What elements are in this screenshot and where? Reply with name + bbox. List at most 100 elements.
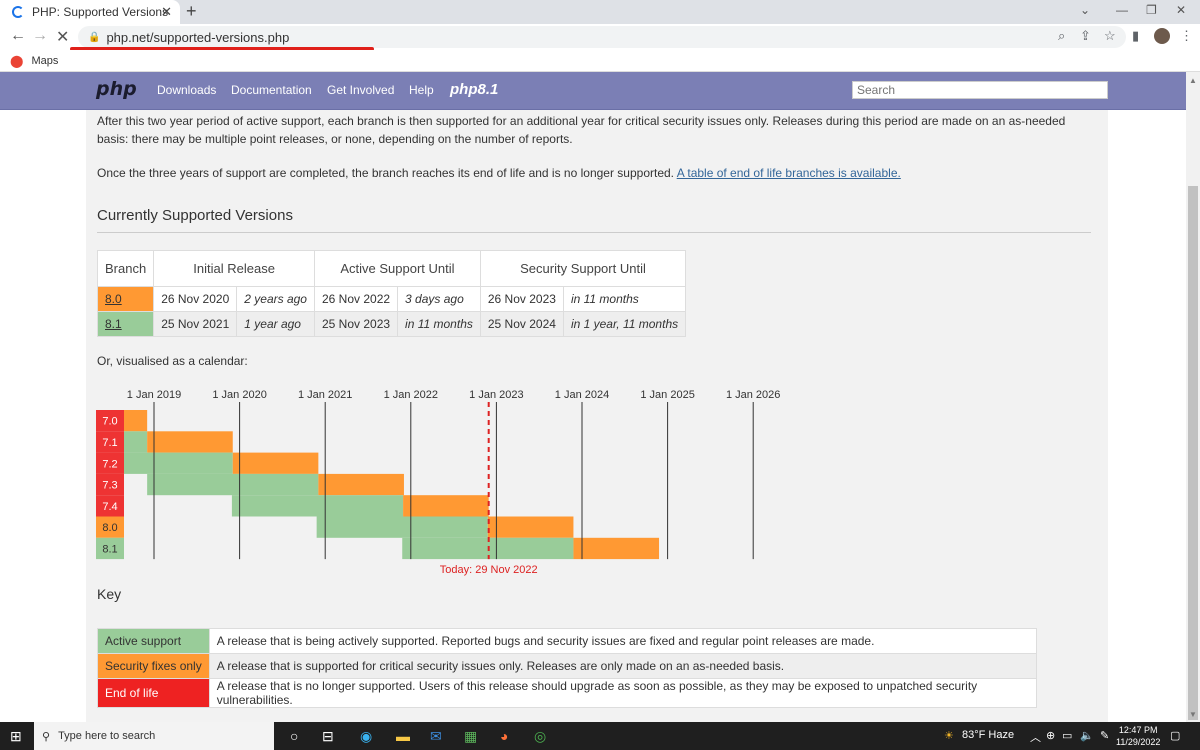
key-heading: Key [97,586,122,602]
key-description: A release that is being actively support… [208,628,1038,654]
col-initial-release: Initial Release [153,250,315,287]
taskbar-search-placeholder: Type here to search [58,730,156,742]
nav-help[interactable]: Help [409,83,434,97]
lock-icon: 🔒 [88,31,101,43]
year-label: 1 Jan 2026 [726,389,780,401]
scroll-up-icon[interactable]: ▲ [1189,76,1197,85]
branch-label: 7.2 [102,458,117,470]
scrollbar-thumb[interactable] [1188,186,1198,720]
widgets-icon[interactable]: ⊟ [322,728,334,744]
security-support-bar [232,452,319,474]
active-support-bar [124,452,233,474]
chrome-icon[interactable]: ◎ [534,728,547,744]
col-active-support: Active Support Until [313,250,481,287]
bookmark-star-icon[interactable]: ☆ [1104,28,1116,43]
nav-downloads[interactable]: Downloads [157,83,217,97]
security-support-bar [124,410,148,432]
url-text: php.net/supported-versions.php [106,29,290,45]
tray-app-icon[interactable]: ⊕ [1046,730,1056,742]
network-icon[interactable]: ▭ [1062,730,1073,742]
task-view-icon[interactable]: ○ [290,728,299,744]
branch-label-bg [96,495,124,517]
back-arrow-icon[interactable]: ← [10,27,26,44]
forward-arrow-icon[interactable]: → [32,27,48,44]
security-support-bar [403,495,489,517]
branch-label: 8.1 [102,543,117,555]
zoom-icon[interactable]: ⌕ [1058,28,1066,43]
initial-relative: 2 years ago [236,286,315,312]
branch-label-bg [96,410,124,432]
bookmark-maps[interactable]: Maps [31,54,59,67]
minimize-icon[interactable]: — [1116,3,1128,17]
volume-icon[interactable]: 🔈 [1080,730,1094,742]
nav-documentation[interactable]: Documentation [231,83,312,97]
share-icon[interactable]: ⇪ [1080,28,1091,43]
year-label: 1 Jan 2024 [555,389,609,401]
red-underline-annotation [70,47,374,51]
branch-label: 7.1 [102,437,117,449]
browser-tab[interactable]: PHP: Supported Versions ✕ [0,0,180,24]
heading-supported-versions: Currently Supported Versions [97,207,293,224]
search-icon: ⚲ [42,730,51,743]
branch-label-bg [96,516,124,538]
active-relative: in 11 months [397,311,481,337]
firefox-icon[interactable]: ◕ [500,728,509,744]
eol-table-link[interactable]: A table of end of life branches is avail… [676,166,901,180]
loading-spinner-icon [12,6,24,18]
initial-relative: 1 year ago [236,311,315,337]
security-support-bar [573,537,660,560]
year-label: 1 Jan 2023 [469,389,523,401]
clock-time: 12:47 PM [1118,725,1158,735]
store-icon[interactable]: ▦ [464,728,478,744]
url-bar[interactable]: 🔒 php.net/supported-versions.php [78,26,1126,48]
php-logo[interactable]: php [96,78,137,100]
paragraph-end-of-life: Once the three years of support are comp… [97,164,1097,182]
page-scrollbar[interactable]: ▲ ▼ [1186,72,1200,722]
search-input[interactable] [852,81,1108,99]
edge-icon[interactable]: ◉ [360,728,373,744]
security-support-bar [147,431,233,453]
tab-search-icon[interactable]: ⌄ [1080,3,1091,17]
security-date: 26 Nov 2023 [479,286,564,312]
maps-pin-icon: ⬤ [10,53,24,68]
year-label: 1 Jan 2020 [212,389,266,401]
active-support-bar [231,495,404,517]
file-explorer-icon[interactable]: ▬ [396,728,410,744]
active-support-bar [147,473,319,496]
menu-dots-icon[interactable]: ⋮ [1180,28,1193,43]
bookmarks-bar: ⬤ Maps [0,50,1200,72]
year-label: 1 Jan 2022 [384,389,438,401]
supported-versions-table: Branch Initial Release Active Support Un… [96,250,687,337]
new-tab-button[interactable]: + [186,1,197,21]
tab-close-icon[interactable]: ✕ [161,4,172,19]
taskbar-search[interactable]: ⚲ Type here to search [34,722,274,750]
branch-link[interactable]: 8.1 [96,311,155,337]
restore-icon[interactable]: ❐ [1146,3,1157,17]
close-window-icon[interactable]: ✕ [1176,3,1187,17]
system-clock[interactable]: 12:47 PM 11/29/2022 [1116,724,1160,748]
initial-date: 25 Nov 2021 [153,311,238,337]
tray-chevron-icon[interactable]: ︿ [1030,732,1041,744]
pen-icon[interactable]: ✎ [1100,730,1110,742]
heading-divider [97,232,1091,233]
active-support-bar [316,516,488,538]
stop-loading-icon[interactable]: ✕ [56,29,70,46]
branch-link[interactable]: 8.0 [96,286,155,312]
security-relative: in 1 year, 11 months [562,311,687,337]
mail-icon[interactable]: ✉ [430,728,442,744]
notifications-icon[interactable]: ▢ [1170,730,1181,742]
profile-avatar[interactable] [1154,28,1170,44]
side-panel-icon[interactable]: ▮ [1132,28,1140,43]
browser-tab-strip: PHP: Supported Versions ✕ + ⌄ — ❐ ✕ [0,0,1200,24]
php-navbar: php Downloads Documentation Get Involved… [0,72,1186,110]
scroll-down-icon[interactable]: ▼ [1189,710,1197,719]
year-label: 1 Jan 2019 [127,389,181,401]
branch-label-bg [96,452,124,474]
php81-promo-link[interactable]: php8.1 [450,81,499,98]
eol-text: Once the three years of support are comp… [97,166,675,180]
weather-text[interactable]: 83°F Haze [962,729,1015,741]
windows-taskbar: ⊞ ⚲ Type here to search ○ ⊟ ◉ ▬ ✉ ▦ ◕ ◎ … [0,722,1200,750]
nav-get-involved[interactable]: Get Involved [327,83,395,97]
security-date: 25 Nov 2024 [479,311,564,337]
windows-start-icon[interactable]: ⊞ [10,728,22,744]
